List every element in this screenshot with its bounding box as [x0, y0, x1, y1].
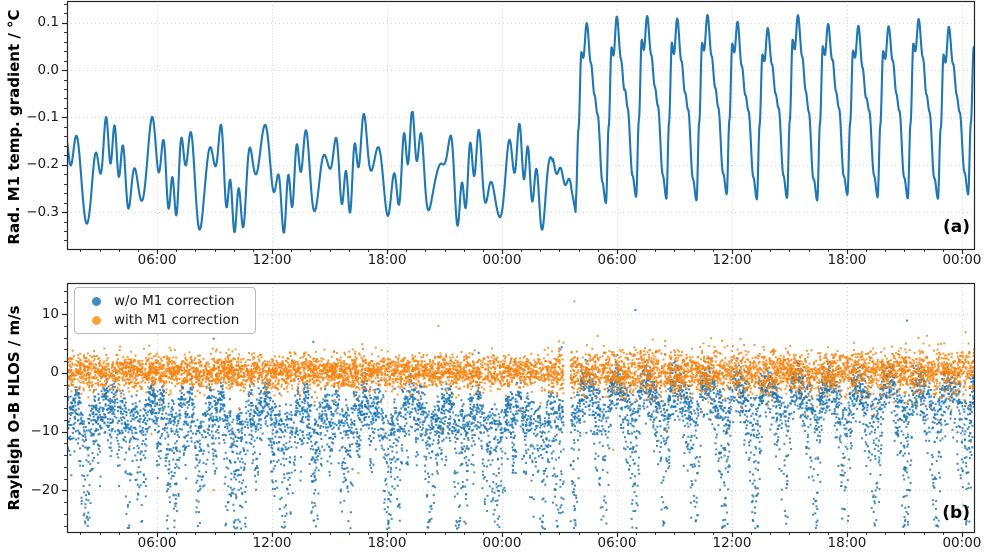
panel-b-letter: (b)	[942, 503, 970, 523]
y-tick-label-b: 10	[41, 305, 59, 322]
x-tick-label-b: 12:00	[252, 535, 292, 551]
y-tick-label-a: −0.3	[26, 203, 59, 220]
x-tick-label-b: 06:00	[137, 535, 177, 551]
legend: w/o M1 correction with M1 correction	[74, 287, 257, 334]
x-tick-label-b: 00:00	[482, 535, 522, 551]
x-tick-label-b: 06:00	[597, 535, 637, 551]
legend-entry-with-correction: with M1 correction	[86, 312, 239, 328]
x-tick-label-b: 18:00	[367, 535, 407, 551]
y-tick-label-a: 0.0	[37, 61, 59, 78]
x-tick-label-a: 12:00	[712, 252, 752, 268]
y-tick-label-a: −0.2	[26, 156, 59, 173]
y-tick-label-b: 0	[50, 364, 59, 381]
panel-b-y-axis-label: Rayleigh O-B HLOS / m/s	[5, 305, 23, 511]
y-tick-label-b: −10	[30, 423, 60, 440]
x-tick-label-a: 18:00	[827, 252, 867, 268]
y-tick-label-b: −20	[30, 481, 60, 498]
x-tick-label-b: 18:00	[827, 535, 867, 551]
y-tick-label-a: 0.1	[37, 14, 59, 31]
x-tick-label-a: 12:00	[252, 252, 292, 268]
panel-a-letter: (a)	[942, 217, 970, 237]
x-tick-label-a: 06:00	[597, 252, 637, 268]
legend-marker-orange-dot-icon	[92, 315, 101, 325]
legend-label: with M1 correction	[114, 312, 240, 328]
legend-marker-blue-dot-icon	[92, 296, 101, 306]
legend-entry-without-correction: w/o M1 correction	[86, 293, 239, 309]
x-tick-label-a: 18:00	[367, 252, 407, 268]
legend-label: w/o M1 correction	[114, 293, 235, 309]
x-tick-label-b: 12:00	[712, 535, 752, 551]
x-tick-label-a: 00:00	[942, 252, 982, 268]
y-tick-label-a: −0.1	[26, 108, 59, 125]
x-tick-label-a: 00:00	[482, 252, 522, 268]
x-tick-label-a: 06:00	[137, 252, 177, 268]
x-tick-label-b: 00:00	[942, 535, 982, 551]
